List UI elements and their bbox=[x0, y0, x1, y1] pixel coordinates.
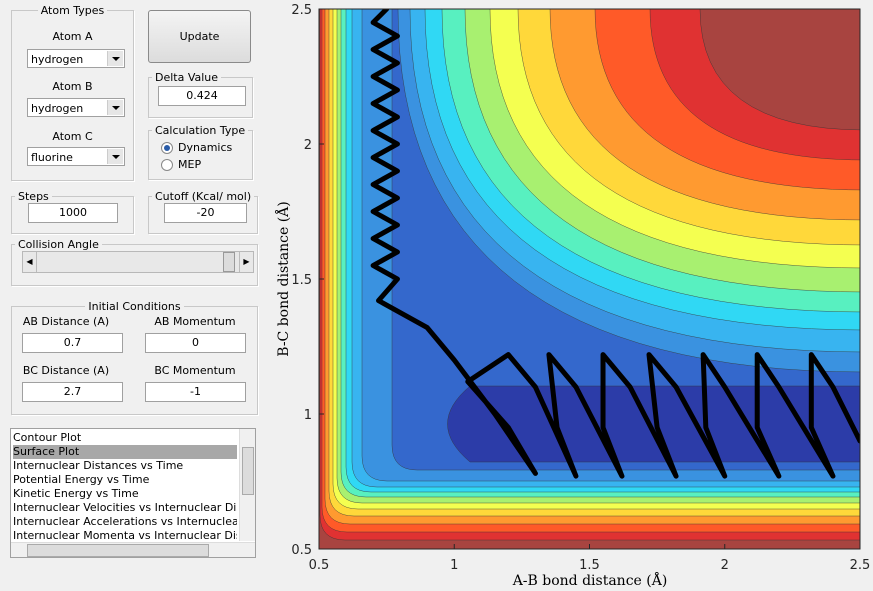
slider-right[interactable]: ▶ bbox=[239, 252, 253, 272]
y-tick-label: 1 bbox=[304, 408, 312, 423]
y-tick-label: 2 bbox=[304, 138, 312, 153]
slider[interactable]: ◀ ▶ bbox=[22, 251, 254, 273]
label: AB Distance (A) bbox=[22, 315, 110, 328]
group-title: Calculation Type bbox=[152, 124, 249, 137]
list-item[interactable]: Internuclear Distances vs Time bbox=[13, 459, 184, 472]
slider-left[interactable]: ◀ bbox=[23, 252, 37, 272]
y-axis-label: B-C bond distance (Å) bbox=[274, 201, 292, 356]
horizontal-scrollbar[interactable] bbox=[11, 542, 255, 557]
text-field[interactable]: 1000 bbox=[28, 203, 118, 223]
y-tick-label: 2.5 bbox=[291, 3, 312, 18]
list-item[interactable]: Internuclear Velocities vs Internuclear … bbox=[13, 501, 237, 514]
trajectory bbox=[370, 9, 860, 479]
dropdown-value: hydrogen bbox=[31, 53, 84, 66]
x-tick-label: 2 bbox=[721, 558, 729, 573]
plot-listbox[interactable]: Internuclear Momenta vs Internuclear Dis… bbox=[10, 428, 256, 558]
label: BC Momentum bbox=[154, 364, 236, 377]
potential-surface bbox=[319, 9, 860, 549]
group-title: Cutoff (Kcal/ mol) bbox=[152, 190, 255, 203]
text-field[interactable]: -20 bbox=[164, 203, 247, 223]
x-tick-label: 1.5 bbox=[579, 558, 600, 573]
y-tick-label: 1.5 bbox=[291, 273, 312, 288]
radio-option[interactable]: Dynamics bbox=[161, 141, 232, 154]
group-title: Collision Angle bbox=[15, 238, 102, 251]
group-title: Initial Conditions bbox=[85, 300, 184, 313]
slider-thumb[interactable] bbox=[223, 252, 235, 272]
dropdown[interactable]: hydrogen bbox=[27, 98, 125, 117]
y-tick-label: 0.5 bbox=[291, 543, 312, 558]
scroll-thumb[interactable] bbox=[242, 447, 254, 495]
radio-label: MEP bbox=[178, 158, 202, 171]
group-title: Atom Types bbox=[37, 4, 108, 17]
group-title: Steps bbox=[15, 190, 52, 203]
list-item[interactable]: Kinetic Energy vs Time bbox=[13, 487, 139, 500]
initial-group: Initial Conditions AB Distance (A) AB Mo… bbox=[11, 300, 258, 415]
text-field[interactable]: 0.424 bbox=[158, 86, 246, 106]
dropdown[interactable]: hydrogen bbox=[27, 49, 125, 68]
x-tick-label: 0.5 bbox=[309, 558, 330, 573]
dropdown[interactable]: fluorine bbox=[27, 147, 125, 166]
collision-group: Collision Angle ◀ ▶ bbox=[11, 238, 258, 286]
label: BC Distance (A) bbox=[22, 364, 110, 377]
radio-option[interactable]: MEP bbox=[161, 158, 201, 171]
text-field[interactable]: -1 bbox=[145, 382, 246, 402]
list-item[interactable]: Contour Plot bbox=[13, 431, 82, 444]
label: Atom B bbox=[52, 80, 93, 93]
x-tick-label: 1 bbox=[450, 558, 458, 573]
calc-type-group: Calculation Type Dynamics MEP bbox=[148, 124, 253, 180]
label: Atom A bbox=[52, 30, 93, 43]
list-item[interactable]: Internuclear Momenta vs Internuclear Dis… bbox=[13, 529, 237, 542]
dropdown-value: hydrogen bbox=[31, 102, 84, 115]
text-field[interactable]: 2.7 bbox=[22, 382, 123, 402]
vertical-scrollbar[interactable] bbox=[239, 429, 255, 541]
x-tick-label: 2.5 bbox=[850, 558, 871, 573]
cutoff-group: Cutoff (Kcal/ mol) -20 bbox=[148, 190, 258, 234]
x-axis-label: A-B bond distance (Å) bbox=[512, 571, 668, 589]
list-item[interactable]: Potential Energy vs Time bbox=[13, 473, 150, 486]
text-field[interactable]: 0 bbox=[145, 333, 246, 353]
atom-types-group: Atom Types Atom A hydrogen Atom B hydrog… bbox=[11, 4, 134, 181]
delta-group: Delta Value 0.424 bbox=[148, 71, 253, 118]
list-item[interactable]: Surface Plot bbox=[13, 445, 237, 459]
group-title: Delta Value bbox=[152, 71, 222, 84]
label: Atom C bbox=[52, 130, 93, 143]
dropdown-value: fluorine bbox=[31, 151, 73, 164]
radio-label: Dynamics bbox=[178, 141, 233, 154]
scroll-thumb[interactable] bbox=[27, 544, 209, 557]
label: AB Momentum bbox=[154, 315, 236, 328]
update-button[interactable]: Update bbox=[148, 10, 251, 63]
list-item[interactable]: Internuclear Accelerations vs Internucle… bbox=[13, 515, 237, 528]
steps-group: Steps 1000 bbox=[11, 190, 134, 234]
text-field[interactable]: 0.7 bbox=[22, 333, 123, 353]
